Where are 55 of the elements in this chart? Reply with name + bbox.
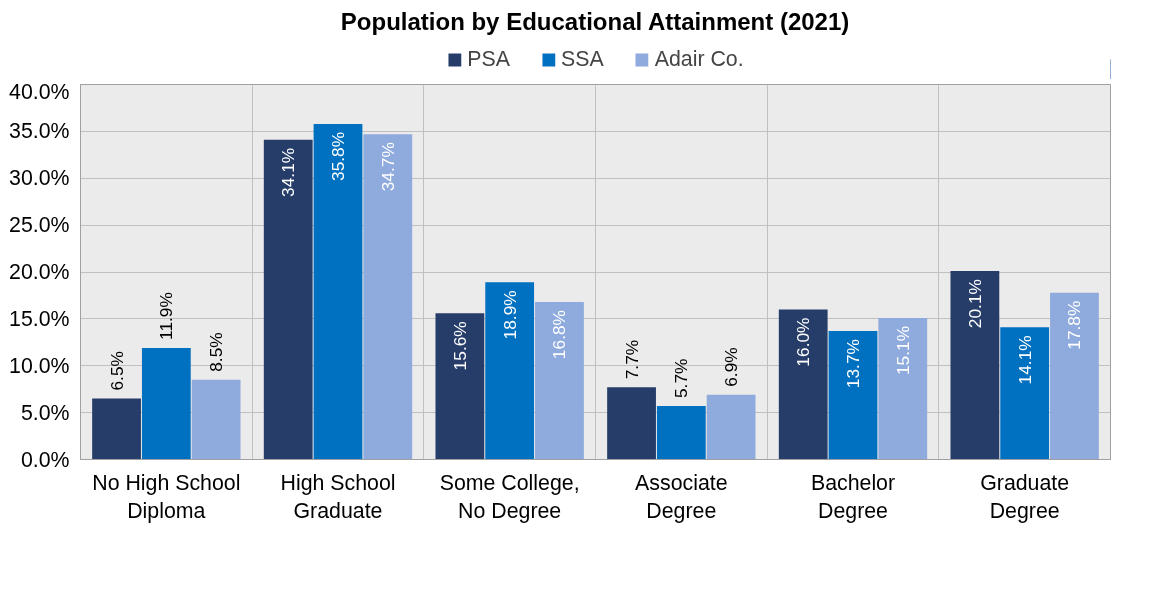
x-tick-label: Some College, No Degree bbox=[439, 470, 580, 524]
bar bbox=[435, 313, 485, 460]
data-label: 20.1% bbox=[964, 279, 985, 329]
data-label: 34.7% bbox=[377, 142, 398, 192]
bar bbox=[485, 282, 535, 460]
x-tick-label: Bachelor Degree bbox=[810, 470, 896, 524]
x-tick-label: High School Graduate bbox=[280, 470, 396, 524]
bar bbox=[828, 331, 878, 460]
data-label: 18.9% bbox=[499, 290, 520, 340]
bar bbox=[92, 398, 141, 460]
data-label: 7.7% bbox=[621, 339, 642, 380]
data-label: 6.5% bbox=[106, 351, 127, 391]
y-tick-label: 25.0% bbox=[9, 213, 70, 238]
data-label: 34.1% bbox=[278, 147, 299, 197]
data-label: 15.1% bbox=[892, 325, 913, 376]
bar bbox=[535, 302, 584, 460]
y-tick-label: 40.0% bbox=[9, 79, 70, 104]
bar bbox=[656, 406, 706, 460]
bar bbox=[607, 387, 656, 460]
data-label: 11.9% bbox=[156, 292, 177, 340]
y-tick-label: 10.0% bbox=[9, 353, 70, 378]
data-label: 13.7% bbox=[843, 339, 863, 389]
data-label: 6.9% bbox=[721, 347, 742, 387]
legend-label: PSA bbox=[467, 46, 511, 72]
bar bbox=[778, 309, 828, 460]
bar bbox=[706, 394, 756, 460]
data-label: 17.8% bbox=[1064, 300, 1085, 350]
data-label: 5.7% bbox=[671, 358, 692, 399]
bar bbox=[1050, 292, 1099, 460]
y-tick-label: 20.0% bbox=[9, 260, 70, 284]
bar bbox=[263, 139, 313, 460]
data-label: 16.0% bbox=[793, 317, 814, 367]
legend-label: SSA bbox=[561, 46, 604, 72]
bar bbox=[313, 123, 363, 460]
x-tick-label: Associate Degree bbox=[635, 470, 728, 524]
bar bbox=[141, 347, 191, 460]
bar bbox=[1000, 327, 1050, 460]
x-tick-label: Graduate Degree bbox=[980, 470, 1070, 524]
y-tick-label: 0.0% bbox=[20, 447, 70, 472]
x-tick-label: No High School Diploma bbox=[92, 470, 241, 524]
data-label: 8.5% bbox=[206, 332, 227, 372]
y-tick-label: 30.0% bbox=[9, 166, 70, 191]
data-label: 14.1% bbox=[1014, 335, 1035, 385]
legend-label: Adair Co. bbox=[654, 46, 744, 72]
data-label: 35.8% bbox=[328, 131, 348, 182]
data-label: 15.6% bbox=[449, 321, 470, 371]
y-tick-label: 5.0% bbox=[20, 400, 70, 425]
bar bbox=[191, 379, 241, 460]
chart-title: Population by Educational Attainment (2021) bbox=[340, 7, 850, 35]
bar bbox=[950, 271, 1000, 460]
y-tick-label: 15.0% bbox=[9, 306, 70, 331]
y-tick-label: 35.0% bbox=[9, 119, 70, 144]
bar bbox=[878, 317, 928, 460]
bar bbox=[363, 134, 413, 460]
data-label: 16.8% bbox=[549, 309, 570, 360]
